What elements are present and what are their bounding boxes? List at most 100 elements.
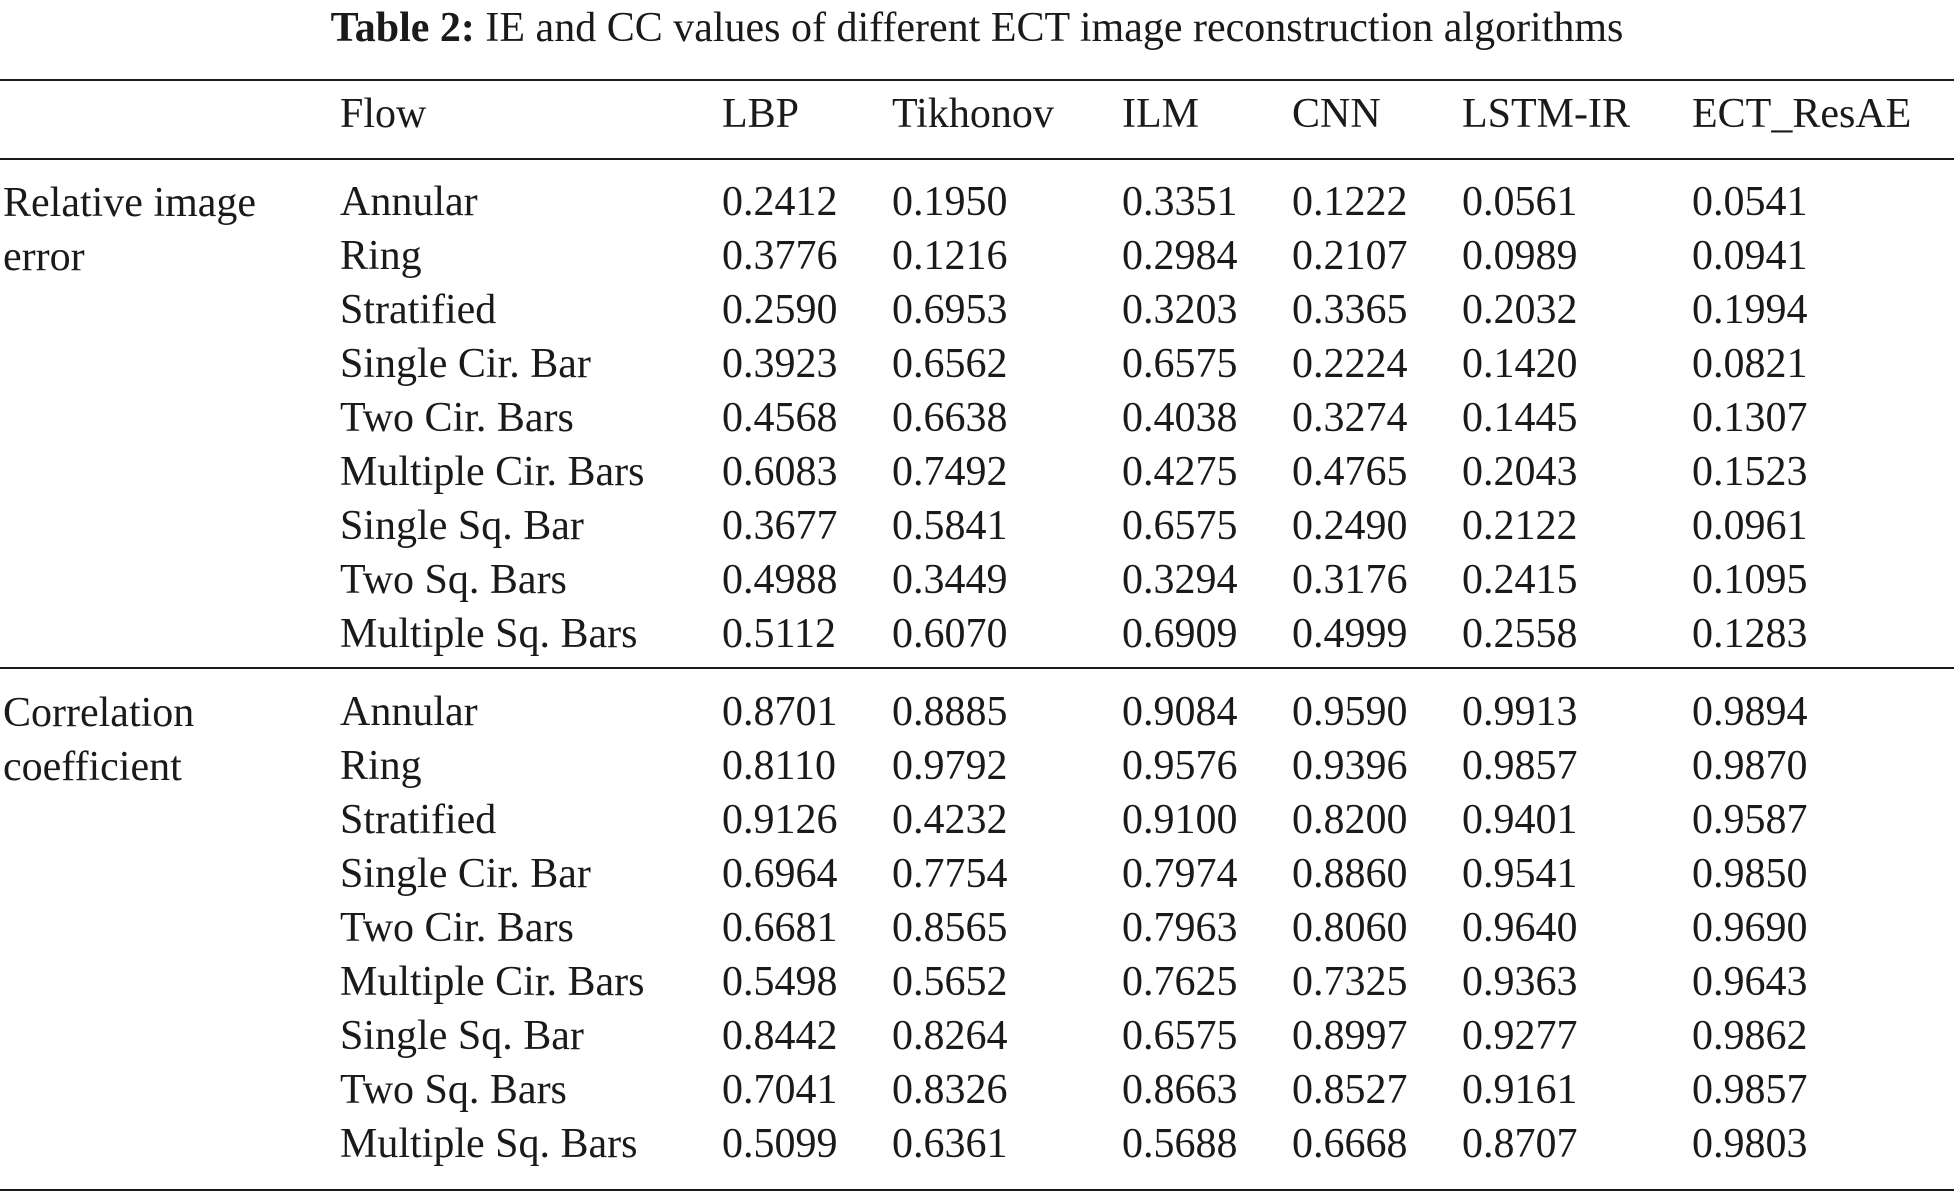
value-cell: 0.3365 (1292, 287, 1408, 333)
value-cell: 0.4038 (1122, 395, 1238, 441)
value-cell: 0.9084 (1122, 689, 1238, 735)
table-group-separator-rule (0, 667, 1954, 669)
value-cell: 0.9576 (1122, 743, 1238, 789)
group-label: Relative image error (3, 180, 257, 280)
value-cell: 0.7963 (1122, 905, 1238, 951)
flow-cell: Multiple Cir. Bars (340, 449, 645, 495)
value-cell: 0.9857 (1462, 743, 1578, 789)
value-cell: 0.5652 (892, 959, 1008, 1005)
value-cell: 0.2558 (1462, 611, 1578, 657)
table-caption: Table 2: IE and CC values of different E… (0, 2, 1954, 54)
value-cell: 0.2412 (722, 179, 838, 225)
value-cell: 0.8997 (1292, 1013, 1408, 1059)
value-cell: 0.2122 (1462, 503, 1578, 549)
column-header: LBP (722, 91, 800, 137)
flow-cell: Two Cir. Bars (340, 905, 574, 951)
value-cell: 0.8200 (1292, 797, 1408, 843)
group-label: Correlation coefficient (3, 690, 195, 790)
value-cell: 0.7974 (1122, 851, 1238, 897)
value-cell: 0.2224 (1292, 341, 1408, 387)
value-cell: 0.7625 (1122, 959, 1238, 1005)
value-cell: 0.5099 (722, 1121, 838, 1167)
flow-cell: Single Cir. Bar (340, 851, 591, 897)
flow-cell: Single Sq. Bar (340, 503, 584, 549)
value-cell: 0.2107 (1292, 233, 1408, 279)
value-cell: 0.6909 (1122, 611, 1238, 657)
value-cell: 0.8860 (1292, 851, 1408, 897)
value-cell: 0.1283 (1692, 611, 1808, 657)
value-cell: 0.8565 (892, 905, 1008, 951)
value-cell: 0.8110 (722, 743, 836, 789)
value-cell: 0.6083 (722, 449, 838, 495)
value-cell: 0.9401 (1462, 797, 1578, 843)
value-cell: 0.6070 (892, 611, 1008, 657)
value-cell: 0.3449 (892, 557, 1008, 603)
value-cell: 0.2043 (1462, 449, 1578, 495)
value-cell: 0.9792 (892, 743, 1008, 789)
value-cell: 0.1994 (1692, 287, 1808, 333)
value-cell: 0.2984 (1122, 233, 1238, 279)
value-cell: 0.5688 (1122, 1121, 1238, 1167)
value-cell: 0.5112 (722, 611, 836, 657)
value-cell: 0.3176 (1292, 557, 1408, 603)
value-cell: 0.1950 (892, 179, 1008, 225)
flow-cell: Stratified (340, 797, 497, 843)
value-cell: 0.8442 (722, 1013, 838, 1059)
value-cell: 0.2490 (1292, 503, 1408, 549)
value-cell: 0.4232 (892, 797, 1008, 843)
column-header: Tikhonov (892, 91, 1054, 137)
column-header: CNN (1292, 91, 1381, 137)
value-cell: 0.3294 (1122, 557, 1238, 603)
value-cell: 0.6953 (892, 287, 1008, 333)
value-cell: 0.0941 (1692, 233, 1808, 279)
column-header: ECT_ResAE (1692, 91, 1912, 137)
value-cell: 0.8326 (892, 1067, 1008, 1113)
value-cell: 0.1222 (1292, 179, 1408, 225)
flow-cell: Two Sq. Bars (340, 557, 567, 603)
value-cell: 0.2590 (722, 287, 838, 333)
value-cell: 0.3923 (722, 341, 838, 387)
value-cell: 0.9126 (722, 797, 838, 843)
value-cell: 0.9587 (1692, 797, 1808, 843)
value-cell: 0.4765 (1292, 449, 1408, 495)
value-cell: 0.9590 (1292, 689, 1408, 735)
flow-cell: Multiple Cir. Bars (340, 959, 645, 1005)
value-cell: 0.1523 (1692, 449, 1808, 495)
value-cell: 0.6668 (1292, 1121, 1408, 1167)
value-cell: 0.5841 (892, 503, 1008, 549)
flow-cell: Ring (340, 233, 422, 279)
value-cell: 0.9803 (1692, 1121, 1808, 1167)
flow-cell: Single Cir. Bar (340, 341, 591, 387)
value-cell: 0.9396 (1292, 743, 1408, 789)
value-cell: 0.9870 (1692, 743, 1808, 789)
value-cell: 0.0821 (1692, 341, 1808, 387)
value-cell: 0.6575 (1122, 341, 1238, 387)
value-cell: 0.8663 (1122, 1067, 1238, 1113)
flow-cell: Annular (340, 689, 478, 735)
value-cell: 0.9100 (1122, 797, 1238, 843)
flow-cell: Stratified (340, 287, 497, 333)
value-cell: 0.9850 (1692, 851, 1808, 897)
value-cell: 0.3677 (722, 503, 838, 549)
value-cell: 0.6361 (892, 1121, 1008, 1167)
column-header: LSTM-IR (1462, 91, 1630, 137)
value-cell: 0.4988 (722, 557, 838, 603)
column-header: ILM (1122, 91, 1199, 137)
value-cell: 0.2415 (1462, 557, 1578, 603)
value-cell: 0.0961 (1692, 503, 1808, 549)
value-cell: 0.6575 (1122, 1013, 1238, 1059)
value-cell: 0.6638 (892, 395, 1008, 441)
value-cell: 0.3776 (722, 233, 838, 279)
value-cell: 0.8264 (892, 1013, 1008, 1059)
table-caption-text: IE and CC values of different ECT image … (485, 5, 1624, 51)
value-cell: 0.6575 (1122, 503, 1238, 549)
flow-cell: Single Sq. Bar (340, 1013, 584, 1059)
value-cell: 0.1420 (1462, 341, 1578, 387)
table-caption-label: Table 2: (330, 5, 475, 51)
column-header: Flow (340, 91, 427, 137)
value-cell: 0.6681 (722, 905, 838, 951)
value-cell: 0.8701 (722, 689, 838, 735)
flow-cell: Two Sq. Bars (340, 1067, 567, 1113)
value-cell: 0.0541 (1692, 179, 1808, 225)
value-cell: 0.8885 (892, 689, 1008, 735)
